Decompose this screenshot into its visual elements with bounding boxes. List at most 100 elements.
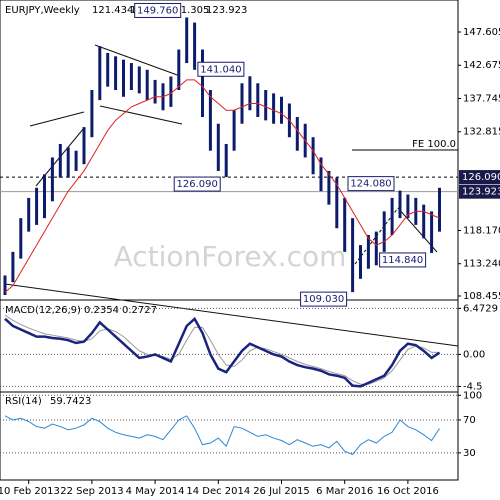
- price-bar: [390, 197, 394, 235]
- price-bar: [137, 66, 141, 94]
- price-bar: [319, 157, 323, 192]
- line: [4, 415, 440, 456]
- plot-frame: [0, 0, 459, 481]
- price-bar: [43, 174, 46, 219]
- price-bar: [216, 123, 220, 171]
- annotation-label: 114.840: [382, 255, 423, 266]
- y-tick-label: 147.605: [463, 27, 500, 38]
- price-bar: [185, 17, 189, 64]
- trendline: [94, 44, 181, 77]
- x-tick-label: 22 Sep 2013: [60, 486, 123, 497]
- price-bar: [224, 143, 228, 178]
- y-tick-label: 108.455: [463, 291, 500, 302]
- price-bar: [366, 234, 370, 269]
- ohlc-open: 121.434: [92, 5, 133, 16]
- price-bar: [264, 90, 268, 121]
- price-bar: [90, 90, 94, 138]
- annotation-label: 141.040: [200, 64, 241, 75]
- annotation-box: [173, 176, 221, 192]
- price-bar: [82, 127, 86, 165]
- y-tick-label: 70: [463, 415, 476, 426]
- annotation-box: [300, 291, 348, 307]
- price-bar: [280, 96, 283, 124]
- price-bar: [11, 251, 15, 283]
- price-bar: [35, 187, 39, 225]
- signal-value: 0.2727: [122, 305, 157, 316]
- price-bar: [19, 218, 23, 259]
- price-bar: [272, 93, 276, 124]
- price-bar: [343, 197, 347, 252]
- annotation-box: [347, 176, 395, 192]
- level-label: 123.923: [462, 187, 500, 198]
- price-bar: [201, 49, 204, 117]
- x-tick-label: 4 May 2014: [126, 486, 185, 497]
- macd-value: 0.2354: [84, 305, 119, 316]
- price-bar: [114, 56, 118, 91]
- price-bar: [327, 170, 331, 205]
- price-bar: [66, 147, 70, 178]
- price-bar: [232, 110, 236, 151]
- x-tick-label: 10 Feb 2013: [0, 486, 60, 497]
- y-tick-label: 142.675: [463, 60, 500, 71]
- price-bar: [106, 52, 110, 87]
- x-tick-label: 6 Mar 2016: [316, 486, 373, 497]
- trendline: [4, 283, 459, 347]
- trendline: [29, 111, 85, 127]
- annotation-box: [134, 2, 182, 18]
- price-bar: [406, 194, 410, 219]
- trendline: [99, 105, 183, 125]
- price-bar: [27, 197, 31, 232]
- price-bar: [335, 177, 339, 229]
- price-bar: [177, 49, 181, 91]
- line: [4, 79, 440, 293]
- price-bar: [50, 157, 54, 202]
- y-tick-label: 137.745: [463, 93, 500, 104]
- price-bar: [169, 76, 173, 107]
- y-tick-label: 118.170: [463, 225, 500, 236]
- y-tick-label: 132.815: [463, 127, 500, 138]
- level-box: [459, 170, 500, 185]
- annotation-label: 124.080: [350, 179, 391, 190]
- price-bar: [248, 76, 252, 111]
- price-bar: [422, 204, 426, 239]
- rsi-title: RSI(14): [5, 396, 42, 407]
- price-bar: [398, 190, 402, 219]
- rsi-value: 59.7423: [50, 396, 91, 407]
- annotation-box: [379, 252, 427, 268]
- price-bar: [145, 69, 149, 101]
- annotation-box: [197, 61, 245, 77]
- price-bar: [74, 150, 78, 171]
- price-bar: [256, 83, 260, 117]
- price-bar: [430, 211, 434, 253]
- price-bar: [240, 83, 244, 124]
- price-bar: [122, 59, 125, 97]
- x-tick-label: 16 Oct 2016: [377, 486, 439, 497]
- y-tick-label: 0.00: [463, 349, 485, 360]
- ohlc-low: 121.305: [168, 5, 209, 16]
- y-tick-label: 113.240: [463, 259, 500, 270]
- y-tick-label: -4.5: [463, 381, 483, 392]
- price-bar: [382, 211, 386, 252]
- annotation-label: 109.030: [303, 294, 344, 305]
- chart-title: EURJPY,Weekly: [5, 5, 80, 16]
- price-bar: [208, 90, 212, 151]
- line: [4, 316, 441, 388]
- ohlc-close: 123.923: [206, 5, 247, 16]
- price-bar: [438, 187, 441, 232]
- x-tick-label: 26 Jul 2015: [253, 486, 310, 497]
- price-bar: [3, 275, 7, 296]
- price-bar: [311, 137, 315, 175]
- y-tick-label: 100: [463, 390, 482, 401]
- level-box: [459, 184, 500, 199]
- y-tick-label: 30: [463, 448, 476, 459]
- price-bar: [98, 46, 102, 101]
- macd-title: MACD(12,26,9): [5, 305, 81, 316]
- x-tick-label: 14 Dec 2014: [186, 486, 250, 497]
- y-tick-label: 6.4729: [463, 303, 498, 314]
- price-bar: [58, 143, 62, 178]
- price-bar: [153, 79, 157, 104]
- level-label: 126.090: [462, 172, 500, 183]
- price-bar: [351, 218, 355, 293]
